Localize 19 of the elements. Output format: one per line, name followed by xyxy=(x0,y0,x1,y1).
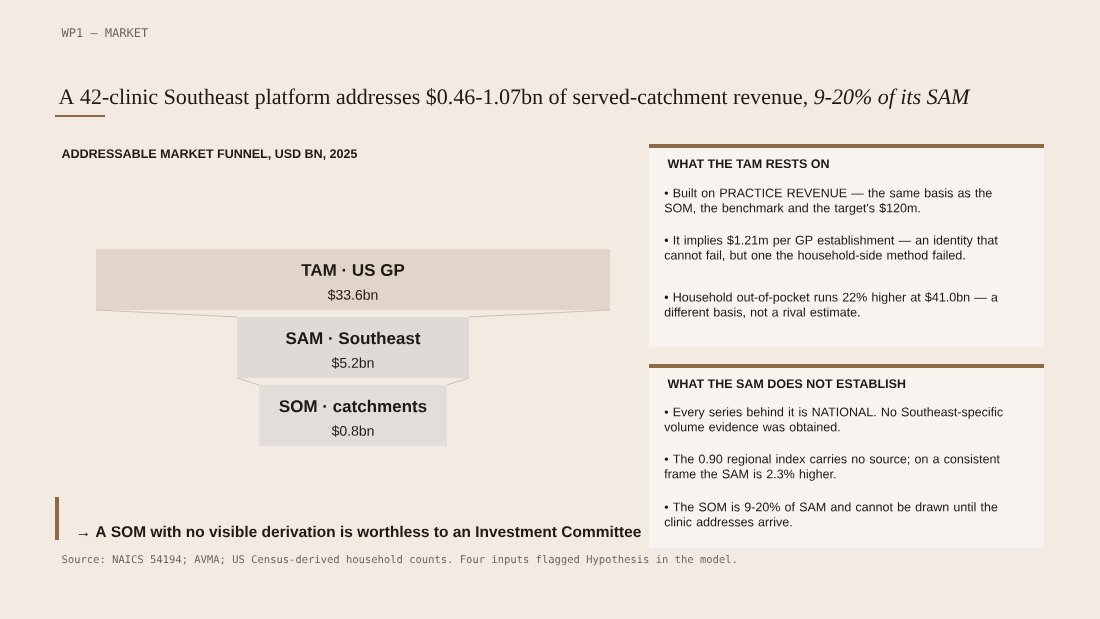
data-label: $0.8bn xyxy=(331,425,374,437)
text: A 42-clinic Southeast platform addresses $0.46-1.07bn of served-catchment revenue, 9-20% of its SAM xyxy=(58,88,971,109)
text: WHAT THE TAM RESTS ON xyxy=(667,159,829,169)
data-label: $5.2bn xyxy=(331,357,374,369)
text: • Household out-of-pocket runs 22% higher at $41.0bn — a different basis, not a rival estimate. xyxy=(664,292,998,319)
source-note: Source: NAICS 54194; AVMA; US Census-derived household counts. Four inputs flagged Hypothesis in the model. xyxy=(62,554,736,566)
category-label: SOM · catchments xyxy=(279,399,427,413)
text: ADDRESSABLE MARKET FUNNEL, USD BN, 2025 xyxy=(61,149,358,160)
text: • Built on PRACTICE REVENUE — the same basis as the SOM, the benchmark and the target's $120m. xyxy=(664,188,992,215)
text: • Every series behind it is NATIONAL. No Southeast-specific volume evidence was obtained. xyxy=(664,407,1003,432)
category-label: SAM · Southeast xyxy=(285,331,421,345)
text: WP1 — MARKET xyxy=(61,28,148,37)
text: → A SOM with no visible derivation is worthless to an Investment Committee xyxy=(78,525,641,538)
text: • The 0.90 regional index carries no source; on a consistent frame the SAM is 2.3% higher. xyxy=(664,454,1000,481)
data-label: $33.6bn xyxy=(327,289,378,301)
text: WHAT THE SAM DOES NOT ESTABLISH xyxy=(667,379,906,389)
text: • It implies $1.21m per GP establishment — an identity that cannot fail, but one the household-side method failed. xyxy=(664,235,998,262)
category-label: TAM · US GP xyxy=(301,263,405,277)
text: • The SOM is 9-20% of SAM and cannot be drawn until the clinic addresses arrive. xyxy=(664,502,998,527)
